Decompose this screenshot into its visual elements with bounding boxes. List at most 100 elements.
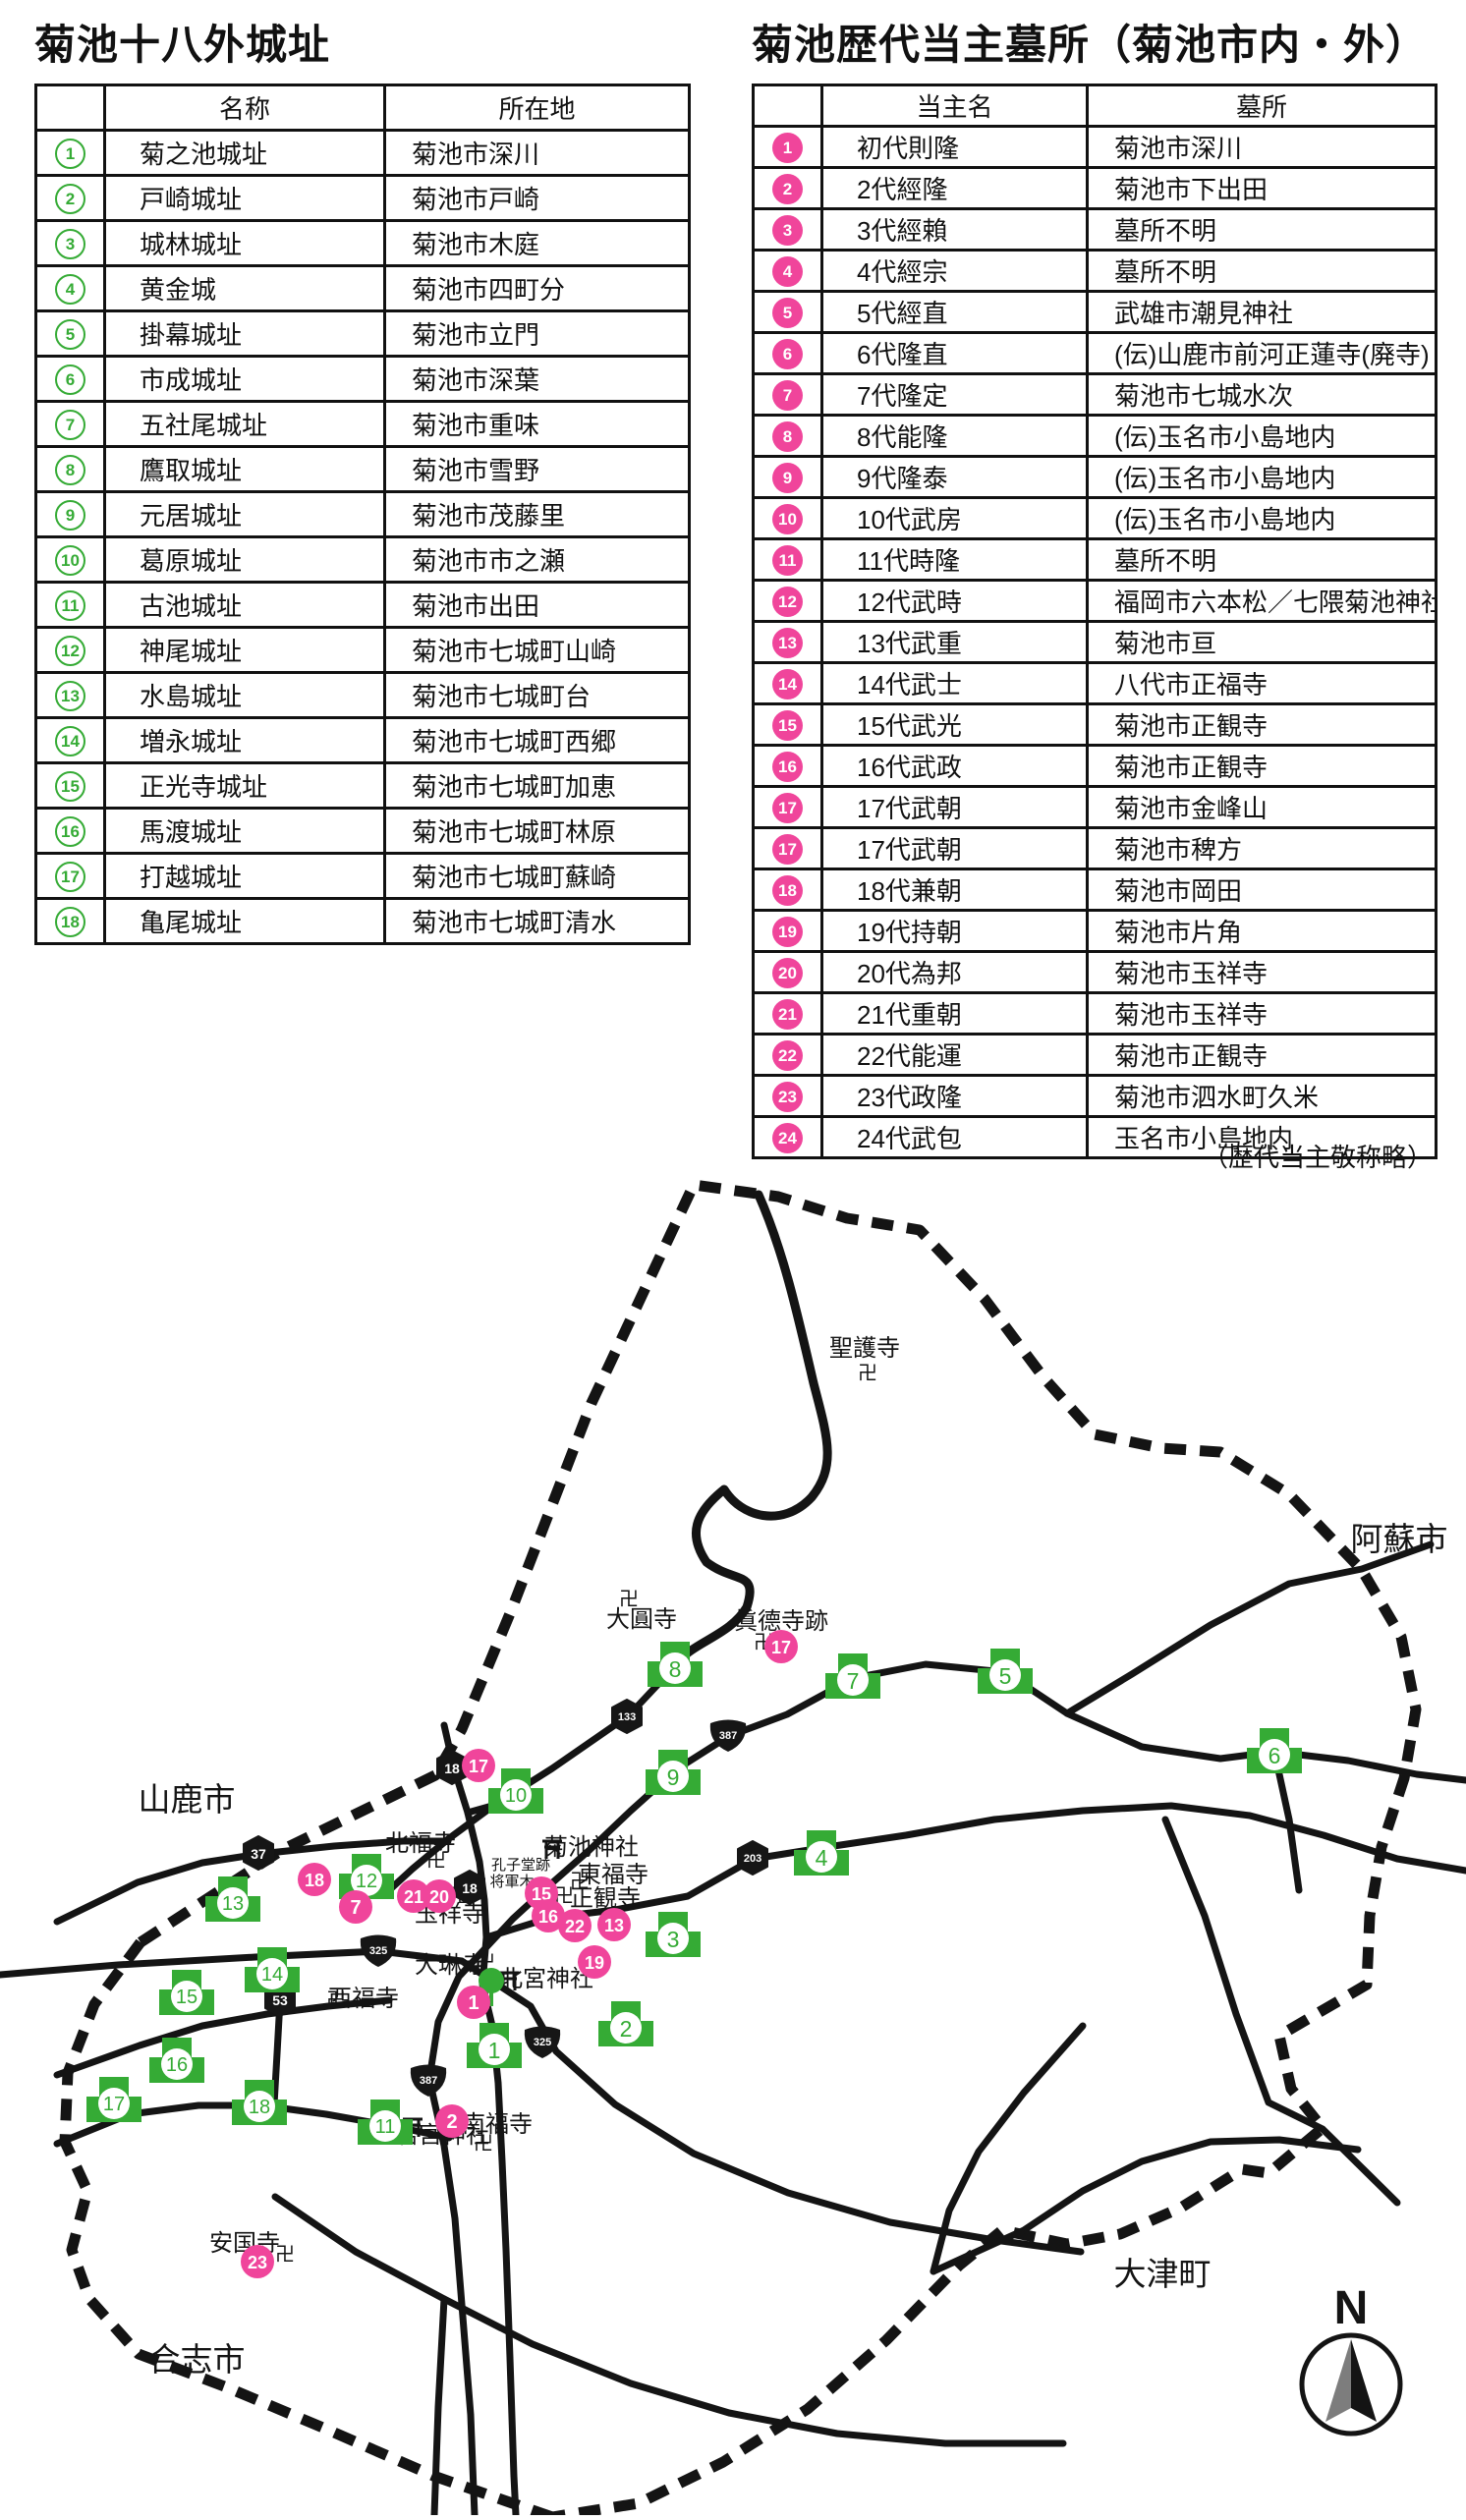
name-cell: 掛幕城址 — [103, 309, 386, 358]
temple-label: 大琳寺 — [415, 1952, 485, 1979]
name-cell: 葛原城址 — [103, 535, 386, 584]
name-cell: 10代武房 — [820, 496, 1089, 540]
manji-icon: 卍 — [426, 1850, 446, 1872]
temple-label: 南福寺 — [462, 2111, 533, 2138]
name-cell: 亀尾城址 — [103, 897, 386, 945]
castle-marker-12: 12 — [339, 1854, 394, 1899]
row-number-badge: 19 — [772, 916, 803, 947]
table-row: 9 元居城址 菊池市茂藤里 — [34, 490, 691, 538]
row-number-badge: 10 — [55, 544, 85, 576]
castle-number: 15 — [176, 1987, 197, 2008]
grave-marker-18: 18 — [298, 1863, 331, 1896]
number-cell: 6 — [752, 331, 823, 375]
location-cell: 菊池市立門 — [383, 309, 691, 358]
number-cell: 2 — [752, 166, 823, 210]
column-header: 墓所 — [1086, 84, 1438, 128]
route-number: 387 — [719, 1730, 737, 1742]
location-cell: 菊池市玉祥寺 — [1086, 991, 1438, 1036]
table-row: 23 23代政隆 菊池市泗水町久米 — [752, 1074, 1438, 1118]
small-label: 将軍木 — [489, 1874, 534, 1890]
name-cell: 16代武政 — [820, 744, 1089, 788]
grave-number: 23 — [248, 2253, 267, 2272]
table-row: 8 鷹取城址 菊池市雪野 — [34, 445, 691, 493]
location-cell: 菊池市重味 — [383, 400, 691, 448]
table-row: 15 15代武光 菊池市正観寺 — [752, 702, 1438, 747]
row-number-badge: 10 — [772, 503, 803, 534]
location-cell: 菊池市深川 — [383, 129, 691, 177]
number-cell: 5 — [752, 290, 823, 334]
name-cell: 5代經直 — [820, 290, 1089, 334]
grave-number: 19 — [585, 1953, 604, 1973]
row-number-badge: 8 — [772, 420, 803, 452]
route-18-shield: 18 — [454, 1870, 485, 1905]
number-cell: 24 — [752, 1115, 823, 1159]
castle-number: 17 — [103, 2094, 125, 2115]
number-cell: 21 — [752, 991, 823, 1036]
name-cell: 増永城址 — [103, 716, 386, 764]
graves-table-title: 菊池歴代当主墓所（菊池市内・外） — [752, 22, 1429, 68]
manji-icon: 卍 — [554, 1885, 574, 1907]
row-number-badge: 12 — [772, 586, 803, 617]
number-cell: 8 — [752, 414, 823, 458]
number-cell: 4 — [752, 249, 823, 293]
location-cell: 菊池市七城町加恵 — [383, 761, 691, 810]
castle-marker-14: 14 — [245, 1947, 300, 1992]
grave-number: 21 — [404, 1887, 423, 1907]
route-387-shield: 387 — [709, 1719, 747, 1752]
grave-number: 16 — [538, 1907, 558, 1927]
name-cell: 8代能隆 — [820, 414, 1089, 458]
grave-marker-7: 7 — [339, 1890, 372, 1924]
location-cell: 菊池市正観寺 — [1086, 1033, 1438, 1077]
grave-number: 15 — [532, 1884, 551, 1904]
number-cell: 7 — [752, 372, 823, 417]
row-number-badge: 12 — [55, 635, 85, 666]
row-number-badge: 17 — [55, 861, 85, 892]
name-cell: 20代為邦 — [820, 950, 1089, 994]
row-number-badge: 22 — [772, 1039, 803, 1071]
location-cell: 八代市正福寺 — [1086, 661, 1438, 705]
table-row: 21 21代重朝 菊池市玉祥寺 — [752, 991, 1438, 1036]
city-label: 合志市 — [148, 2341, 246, 2378]
number-cell: 6 — [34, 355, 106, 403]
number-cell: 17 — [752, 785, 823, 829]
row-number-badge: 14 — [55, 725, 85, 756]
row-number-badge: 6 — [55, 364, 85, 395]
castle-number: 2 — [620, 2016, 633, 2042]
column-header — [34, 84, 106, 132]
manji-icon: 卍 — [326, 1989, 346, 2011]
compass-n-label: N — [1334, 2282, 1369, 2334]
location-cell: 玉名市小島地内 — [1086, 1115, 1438, 1159]
name-cell: 9代隆泰 — [820, 455, 1089, 499]
number-cell: 16 — [34, 807, 106, 855]
table-row: 17 17代武朝 菊池市稗方 — [752, 826, 1438, 870]
location-cell: 菊池市深川 — [1086, 125, 1438, 169]
name-cell: 黄金城 — [103, 264, 386, 312]
number-cell: 20 — [752, 950, 823, 994]
location-cell: 菊池市茂藤里 — [383, 490, 691, 538]
table-row: 13 13代武重 菊池市亘 — [752, 620, 1438, 664]
location-cell: 菊池市出田 — [383, 581, 691, 629]
row-number-badge: 5 — [55, 318, 85, 350]
table-row: 2 2代經隆 菊池市下出田 — [752, 166, 1438, 210]
row-number-badge: 1 — [55, 138, 85, 169]
name-cell: 打越城址 — [103, 852, 386, 900]
manji-icon: 卍 — [275, 2244, 295, 2266]
location-cell: 菊池市雪野 — [383, 445, 691, 493]
location-cell: 武雄市潮見神社 — [1086, 290, 1438, 334]
grave-marker-22: 22 — [558, 1909, 592, 1942]
shrine-label: 北宮神社 — [499, 1966, 593, 1992]
row-number-badge: 17 — [772, 792, 803, 823]
location-cell: 墓所不明 — [1086, 249, 1438, 293]
table-row: 4 4代經宗 墓所不明 — [752, 249, 1438, 293]
castle-number: 10 — [505, 1785, 527, 1807]
grave-marker-16: 16 — [532, 1899, 565, 1932]
shrine-label: 菊池神社 — [544, 1834, 639, 1861]
torii-icon — [499, 1971, 519, 1990]
city-boundary — [59, 1179, 1422, 2520]
location-cell: 菊池市金峰山 — [1086, 785, 1438, 829]
route-number: 37 — [251, 1846, 266, 1862]
grave-number: 22 — [565, 1917, 585, 1936]
column-header: 当主名 — [820, 84, 1089, 128]
row-number-badge: 2 — [772, 173, 803, 204]
castles-table-title: 菊池十八外城址 — [34, 22, 331, 68]
